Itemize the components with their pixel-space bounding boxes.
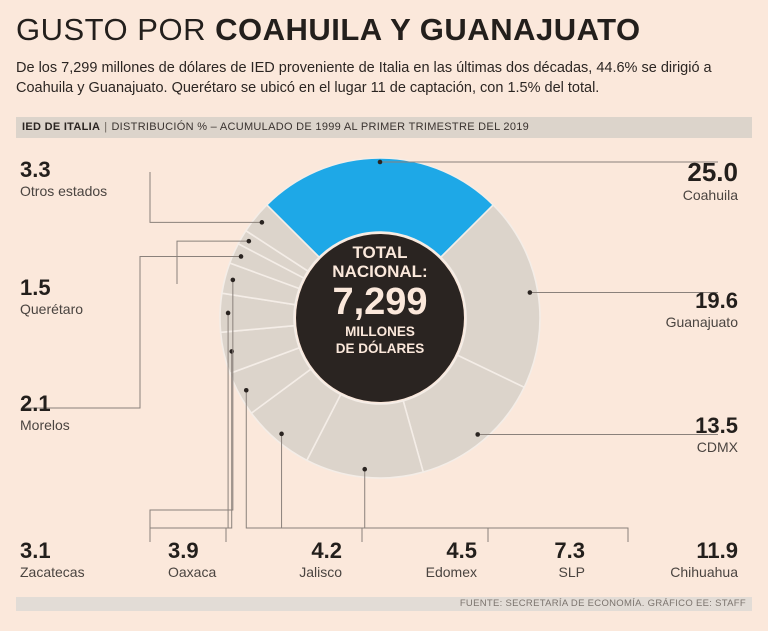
bar-label: IED DE ITALIA xyxy=(22,121,101,133)
value-edomex: 4.5 xyxy=(446,538,477,563)
leader-dot-guanajuato xyxy=(527,290,533,295)
label-morelos: 2.1 Morelos xyxy=(20,392,70,434)
leader-dot-slp xyxy=(279,431,284,437)
title-light: GUSTO POR xyxy=(16,12,216,47)
slice-otros-estados xyxy=(244,203,321,273)
leader-dot-queretaro xyxy=(246,238,252,244)
value-morelos: 2.1 xyxy=(20,391,51,416)
leader-line-jalisco xyxy=(225,351,233,542)
leader-dot-otros-estados xyxy=(259,220,265,225)
chart-header-bar: IED DE ITALIA | DISTRIBUCIÓN % – ACUMULADO… xyxy=(16,117,752,138)
center-line4: DE DÓLARES xyxy=(335,341,425,356)
name-edomex: Edomex xyxy=(425,564,477,580)
center-disc xyxy=(296,234,464,402)
value-coahuila: 25.0 xyxy=(687,157,738,187)
leader-line-morelos xyxy=(22,255,242,409)
name-chihuahua: Chihuahua xyxy=(670,564,738,580)
label-otros: 3.3 Otros estados xyxy=(20,158,107,200)
name-jalisco: Jalisco xyxy=(299,564,342,580)
label-zacatecas: 3.1 Zacatecas xyxy=(20,539,85,581)
leader-line-edomex xyxy=(245,390,363,542)
center-label: TOTAL NACIONAL: 7,299 MILLONES DE DÓLARE… xyxy=(300,243,460,357)
slice-coahuila xyxy=(265,157,495,259)
label-guanajuato: 19.6 Guanajuato xyxy=(666,289,738,331)
name-zacatecas: Zacatecas xyxy=(20,564,85,580)
name-guanajuato: Guanajuato xyxy=(665,314,738,330)
value-slp: 7.3 xyxy=(554,538,585,563)
leader-dot-edomex xyxy=(243,387,249,393)
leader-line-zacatecas xyxy=(149,279,234,536)
slice-guanajuato xyxy=(439,203,541,389)
value-guanajuato: 19.6 xyxy=(695,288,738,313)
value-chihuahua: 11.9 xyxy=(696,538,738,563)
value-otros: 3.3 xyxy=(20,157,51,182)
value-cdmx: 13.5 xyxy=(695,413,738,438)
bar-description: DISTRIBUCIÓN % – ACUMULADO DE 1999 AL PR… xyxy=(111,121,530,133)
leader-dot-oaxaca xyxy=(225,310,231,316)
label-oaxaca: 3.9 Oaxaca xyxy=(168,539,216,581)
leader-dot-zacatecas xyxy=(230,277,236,283)
bar-separator: | xyxy=(104,121,108,133)
leader-dot-chihuahua xyxy=(362,466,368,472)
label-coahuila: 25.0 Coahuila xyxy=(683,158,738,204)
leader-dot-coahuila xyxy=(377,159,383,165)
label-edomex: 4.5 Edomex xyxy=(426,539,477,581)
name-morelos: Morelos xyxy=(20,417,70,433)
page-title: GUSTO POR COAHUILA Y GUANAJUATO xyxy=(16,12,641,48)
leader-line-chihuahua xyxy=(364,469,629,542)
name-otros: Otros estados xyxy=(20,183,108,199)
leader-line-otros-estados xyxy=(149,172,262,223)
name-slp: SLP xyxy=(558,564,585,580)
source-footer: FUENTE: SECRETARÍA DE ECONOMÍA. GRÁFICO … xyxy=(16,597,752,611)
name-queretaro: Querétaro xyxy=(20,301,84,317)
value-jalisco: 4.2 xyxy=(311,538,342,563)
name-cdmx: CDMX xyxy=(696,439,738,455)
center-line1: TOTAL xyxy=(352,243,408,262)
label-slp: 7.3 SLP xyxy=(554,539,585,581)
leader-dot-morelos xyxy=(238,254,244,259)
value-queretaro: 1.5 xyxy=(20,275,51,300)
subtitle: De los 7,299 millones de dólares de IED … xyxy=(16,60,712,96)
label-queretaro: 1.5 Querétaro xyxy=(20,276,83,318)
label-jalisco: 4.2 Jalisco xyxy=(299,539,342,581)
leader-dot-cdmx xyxy=(475,432,481,437)
leader-line-oaxaca xyxy=(149,312,229,542)
leader-line-slp xyxy=(281,433,489,542)
leader-line-queretaro xyxy=(176,240,249,284)
title-bold: COAHUILA Y GUANAJUATO xyxy=(215,12,641,47)
label-cdmx: 13.5 CDMX xyxy=(695,414,738,456)
name-oaxaca: Oaxaca xyxy=(168,564,217,580)
center-line3: MILLONES xyxy=(345,324,415,339)
value-oaxaca: 3.9 xyxy=(168,538,199,563)
value-zacatecas: 3.1 xyxy=(20,538,51,563)
center-line2: NACIONAL: xyxy=(332,262,428,281)
center-value: 7,299 xyxy=(332,281,428,323)
label-chihuahua: 11.9 Chihuahua xyxy=(670,539,738,581)
name-coahuila: Coahuila xyxy=(682,187,738,203)
